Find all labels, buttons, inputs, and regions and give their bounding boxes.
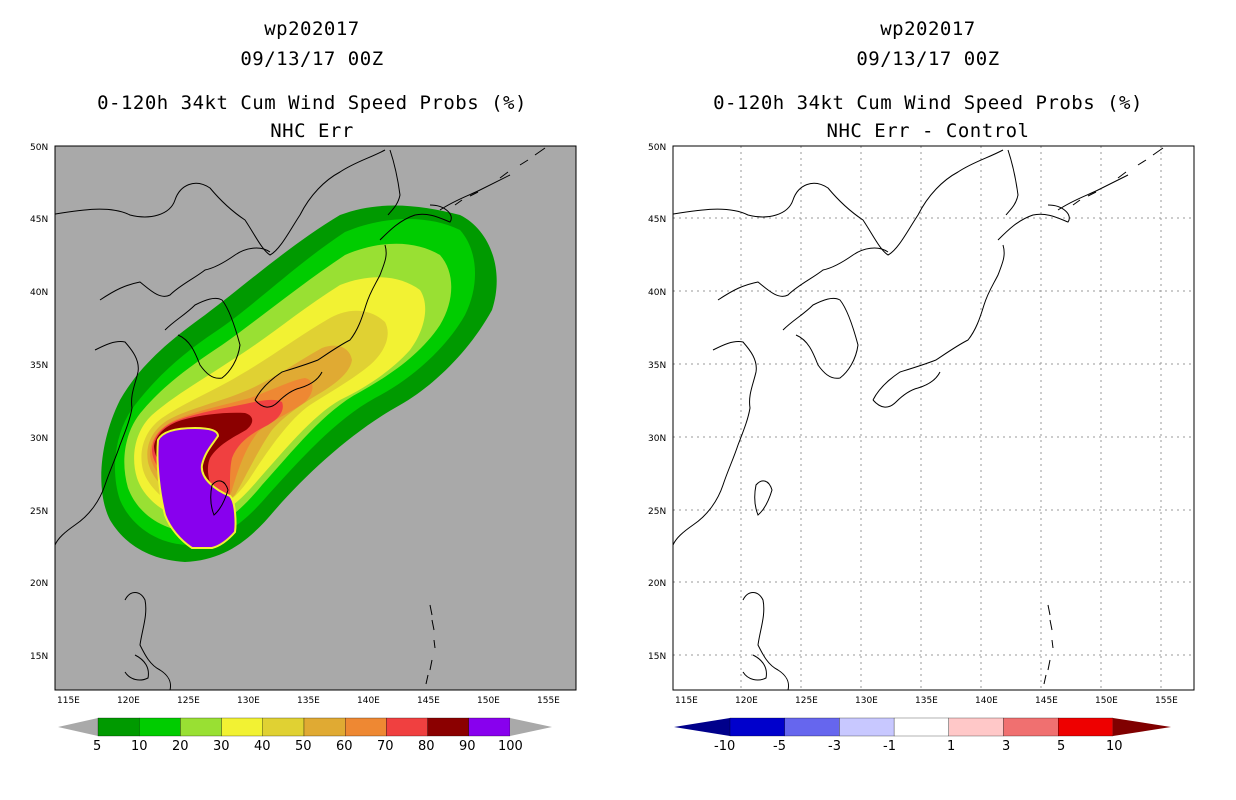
lat-label: 20N [648, 579, 666, 589]
left-date: 09/13/17 00Z [240, 48, 384, 70]
lat-label: 50N [30, 143, 48, 153]
colorbar-swatch [893, 717, 949, 737]
lat-label: 30N [648, 434, 666, 444]
colorbar-swatch [139, 717, 181, 737]
left-lon-labels: 115E 120E 125E 130E 135E 140E 145E 150E … [57, 696, 560, 706]
right-subtitle: NHC Err - Control [826, 120, 1030, 142]
lon-label: 155E [1155, 696, 1178, 706]
lon-label: 135E [915, 696, 938, 706]
lon-label: 140E [975, 696, 998, 706]
lon-label: 155E [537, 696, 560, 706]
colorbar-label: -3 [828, 739, 841, 754]
lat-label: 25N [30, 507, 48, 517]
right-date: 09/13/17 00Z [856, 48, 1000, 70]
left-lat-labels: 50N 45N 40N 35N 30N 25N 20N 15N [30, 143, 48, 662]
lat-label: 35N [648, 361, 666, 371]
lon-label: 120E [735, 696, 758, 706]
colorbar-swatch [839, 717, 895, 737]
lat-label: 25N [648, 507, 666, 517]
left-subtitle: NHC Err [270, 120, 354, 142]
lon-label: 115E [57, 696, 80, 706]
colorbar-swatch [1058, 717, 1114, 737]
lon-label: 125E [795, 696, 818, 706]
gridlines [673, 146, 1194, 690]
lat-label: 45N [648, 215, 666, 225]
coastlines [673, 147, 1164, 690]
colorbar-swatch [427, 717, 469, 737]
lat-label: 40N [30, 288, 48, 298]
lat-label: 15N [30, 652, 48, 662]
colorbar-right-arrow [510, 718, 552, 736]
colorbar-swatch [468, 717, 511, 737]
lat-label: 30N [30, 434, 48, 444]
right-lon-labels: 115E 120E 125E 130E 135E 140E 145E 150E … [675, 696, 1178, 706]
lon-label: 150E [477, 696, 500, 706]
colorbar-left-arrow [58, 718, 98, 736]
right-map-background [673, 146, 1194, 690]
colorbar-swatch [784, 717, 840, 737]
left-product-title: 0-120h 34kt Cum Wind Speed Probs (%) [97, 92, 527, 114]
colorbar-label: 1 [947, 739, 955, 754]
lon-label: 125E [177, 696, 200, 706]
colorbar-label: 100 [498, 739, 523, 754]
lon-label: 115E [675, 696, 698, 706]
colorbar-swatch [1003, 717, 1059, 737]
colorbar-label: 90 [459, 739, 476, 754]
left-colorbar: 5 10 20 30 40 50 60 70 80 90 100 [58, 717, 552, 754]
colorbar-label: 80 [418, 739, 435, 754]
colorbar-swatch [729, 717, 785, 737]
lat-label: 50N [648, 143, 666, 153]
colorbar-label: 40 [254, 739, 271, 754]
colorbar-label: -10 [714, 739, 735, 754]
colorbar-swatch [221, 717, 263, 737]
left-storm-id: wp202017 [264, 18, 360, 40]
lat-label: 35N [30, 361, 48, 371]
lon-label: 120E [117, 696, 140, 706]
lat-label: 40N [648, 288, 666, 298]
colorbar-label: 5 [1057, 739, 1065, 754]
colorbar-swatch [97, 717, 140, 737]
lat-label: 20N [30, 579, 48, 589]
left-map: 50N 45N 40N 35N 30N 25N 20N 15N 115E 120… [30, 143, 577, 754]
contour-90 [156, 426, 237, 549]
lon-label: 135E [297, 696, 320, 706]
colorbar-swatch [262, 717, 305, 737]
right-map: 50N 45N 40N 35N 30N 25N 20N 15N 115E 120… [648, 143, 1195, 754]
lon-label: 145E [1035, 696, 1058, 706]
coastlines [55, 147, 546, 690]
colorbar-label: 70 [377, 739, 394, 754]
lat-label: 45N [30, 215, 48, 225]
lon-label: 150E [1095, 696, 1118, 706]
colorbar-swatch [180, 717, 222, 737]
lon-label: 145E [417, 696, 440, 706]
colorbar-label: 3 [1002, 739, 1010, 754]
colorbar-swatch [386, 717, 428, 737]
colorbar-label: 60 [336, 739, 353, 754]
right-product-title: 0-120h 34kt Cum Wind Speed Probs (%) [713, 92, 1143, 114]
right-colorbar: -10 -5 -3 -1 1 3 5 10 [674, 717, 1171, 754]
colorbar-label: 50 [295, 739, 312, 754]
colorbar-swatch [948, 717, 1004, 737]
right-lat-labels: 50N 45N 40N 35N 30N 25N 20N 15N [648, 143, 666, 662]
colorbar-right-arrow [1113, 718, 1171, 736]
probability-contours [101, 205, 497, 562]
colorbar-left-arrow [674, 718, 730, 736]
colorbar-label: 5 [93, 739, 101, 754]
colorbar-label: 10 [131, 739, 148, 754]
lon-label: 130E [237, 696, 260, 706]
colorbar-label: 10 [1106, 739, 1123, 754]
colorbar-label: -5 [773, 739, 786, 754]
colorbar-swatch [303, 717, 346, 737]
lon-label: 130E [855, 696, 878, 706]
colorbar-label: -1 [883, 739, 896, 754]
lat-label: 15N [648, 652, 666, 662]
lon-label: 140E [357, 696, 380, 706]
colorbar-swatch [345, 717, 387, 737]
right-storm-id: wp202017 [880, 18, 976, 40]
colorbar-label: 20 [172, 739, 189, 754]
colorbar-label: 30 [213, 739, 230, 754]
